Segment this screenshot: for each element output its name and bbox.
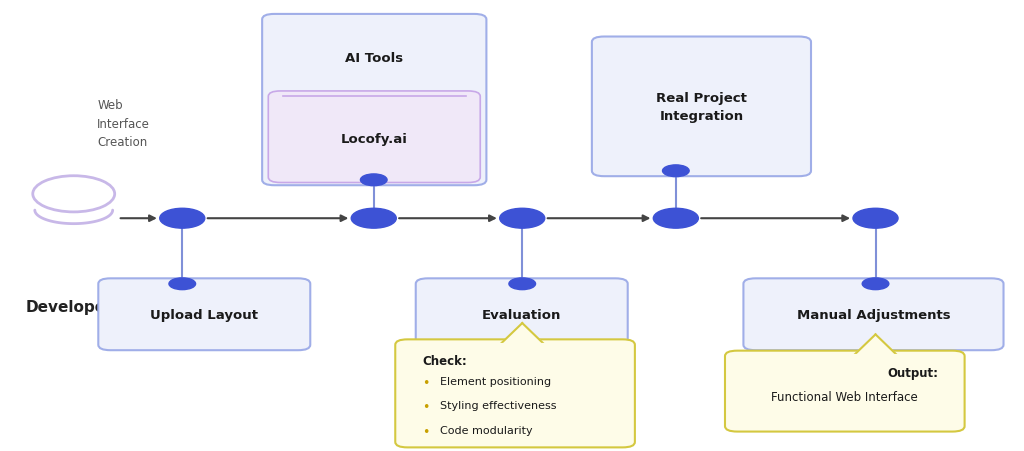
Text: Code modularity: Code modularity	[440, 425, 532, 435]
Circle shape	[351, 209, 396, 229]
FancyBboxPatch shape	[725, 351, 965, 432]
Circle shape	[360, 175, 387, 186]
Text: Evaluation: Evaluation	[482, 308, 561, 321]
Polygon shape	[853, 335, 898, 356]
Circle shape	[653, 209, 698, 229]
Circle shape	[663, 166, 689, 177]
Circle shape	[862, 278, 889, 290]
Text: •: •	[422, 425, 429, 438]
Text: Element positioning: Element positioning	[440, 376, 552, 386]
Text: Locofy.ai: Locofy.ai	[341, 132, 408, 145]
FancyBboxPatch shape	[592, 37, 811, 177]
FancyBboxPatch shape	[395, 340, 635, 447]
Text: Web
Interface
Creation: Web Interface Creation	[97, 99, 151, 149]
FancyBboxPatch shape	[262, 15, 486, 186]
Circle shape	[509, 278, 536, 290]
Circle shape	[160, 209, 205, 229]
Text: Styling effectiveness: Styling effectiveness	[440, 400, 557, 410]
FancyBboxPatch shape	[416, 279, 628, 350]
Polygon shape	[500, 323, 545, 345]
Circle shape	[500, 209, 545, 229]
Text: Manual Adjustments: Manual Adjustments	[797, 308, 950, 321]
Text: Developer: Developer	[26, 299, 114, 314]
Circle shape	[853, 209, 898, 229]
FancyBboxPatch shape	[98, 279, 310, 350]
FancyBboxPatch shape	[743, 279, 1004, 350]
Text: AI Tools: AI Tools	[345, 52, 403, 65]
Text: Check:: Check:	[422, 354, 467, 367]
Text: •: •	[422, 376, 429, 389]
Text: Real Project
Integration: Real Project Integration	[656, 92, 746, 123]
Text: Functional Web Interface: Functional Web Interface	[771, 390, 919, 403]
Text: Output:: Output:	[887, 366, 938, 379]
Text: Upload Layout: Upload Layout	[151, 308, 258, 321]
Text: •: •	[422, 400, 429, 414]
FancyBboxPatch shape	[268, 92, 480, 183]
Circle shape	[169, 278, 196, 290]
